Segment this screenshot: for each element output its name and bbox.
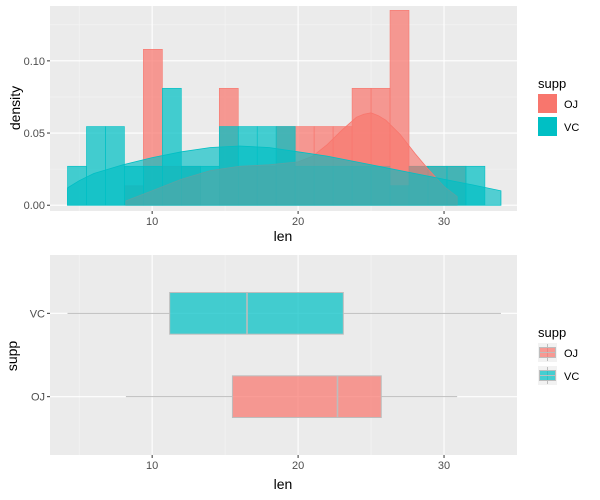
y-tick-label: 0.10 <box>24 56 45 68</box>
boxplot-boxes <box>67 292 501 419</box>
box-vc <box>169 292 344 335</box>
y-tick-label: OJ <box>31 392 45 404</box>
legend-key-vc <box>538 117 557 136</box>
y-tick-label: 0.00 <box>24 200 45 212</box>
boxplot-panel: 10 20 30 OJ VC len supp supp OJ VC <box>4 255 579 492</box>
histogram-legend-title: supp <box>538 76 566 91</box>
legend-label-vc: VC <box>564 371 579 383</box>
x-tick-label: 30 <box>438 460 450 472</box>
boxplot-y-tick-labels: OJ VC <box>30 308 50 404</box>
legend-key-oj <box>538 94 557 113</box>
density-curves <box>67 112 502 206</box>
x-tick-label: 10 <box>146 216 158 228</box>
box-oj <box>231 375 382 419</box>
boxplot-plot-background <box>50 255 517 455</box>
boxplot-legend: supp OJ VC <box>538 325 579 385</box>
x-tick-label: 10 <box>146 460 158 472</box>
x-tick-label: 20 <box>292 216 304 228</box>
histogram-x-tick-labels: 10 20 30 <box>146 211 450 228</box>
boxplot-y-axis-title: supp <box>4 341 20 372</box>
y-tick-label: 0.05 <box>24 128 45 140</box>
y-tick-label: VC <box>30 308 45 320</box>
x-tick-label: 30 <box>438 216 450 228</box>
histogram-legend: supp OJ VC <box>538 76 579 136</box>
density-area-vc <box>67 145 502 206</box>
legend-label-oj: OJ <box>564 348 578 360</box>
boxplot-x-axis-title: len <box>274 476 293 492</box>
histogram-x-axis-title: len <box>274 228 293 244</box>
x-tick-label: 20 <box>292 460 304 472</box>
histogram-panel: 10 20 30 0.00 0.05 0.10 len density supp OJ V… <box>7 6 579 244</box>
legend-label-oj: OJ <box>564 99 578 111</box>
legend-label-vc: VC <box>564 122 579 134</box>
boxplot-x-tick-labels: 10 20 30 <box>146 455 450 472</box>
boxplot-legend-title: supp <box>538 325 566 340</box>
histogram-y-tick-labels: 0.00 0.05 0.10 <box>24 56 50 212</box>
histogram-y-axis-title: density <box>7 86 23 130</box>
